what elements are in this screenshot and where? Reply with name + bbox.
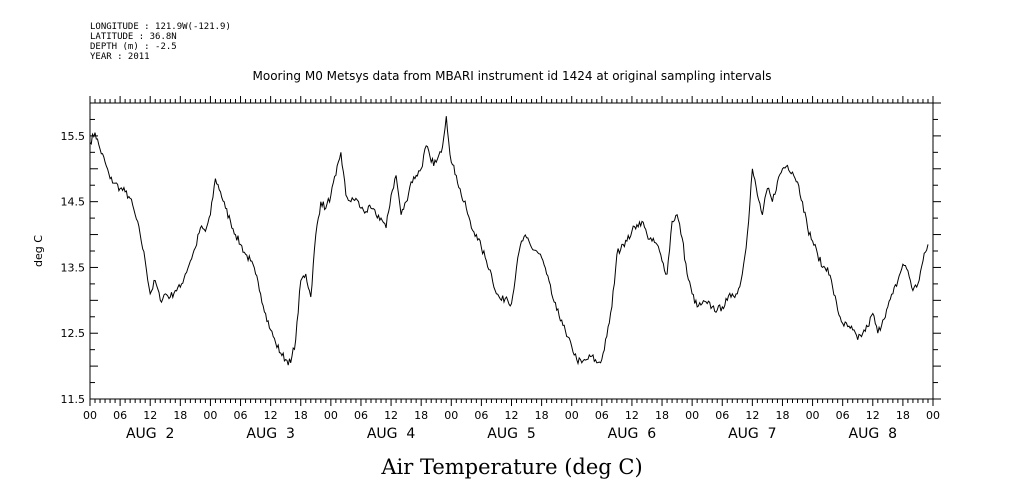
x-tick-label: 18 [775,409,789,422]
x-tick-label: 18 [173,409,187,422]
x-tick-label: 06 [474,409,488,422]
y-tick-label: 12.5 [61,327,86,340]
x-tick-label: 12 [625,409,639,422]
x-tick-labels: 00 06 12 18 00 06 12 18 00 06 12 18 00 06 12 18 00 06 12 18… [83,409,940,422]
day-label: AUG 2 [126,426,174,442]
day-label: AUG 6 [608,426,657,442]
day-label: AUG 3 [246,426,294,442]
plot-frame [89,102,934,400]
x-tick-label: 06 [836,409,850,422]
x-tick-label: 12 [505,409,519,422]
day-label: AUG 4 [367,426,416,442]
x-tick-label: 00 [806,409,820,422]
year-label: YEAR : 2011 [90,52,150,62]
x-tick-label: 00 [565,409,579,422]
x-tick-label: 18 [294,409,308,422]
day-label: AUG 5 [487,426,535,442]
x-tick-label: 18 [414,409,428,422]
x-tick-label: 06 [595,409,609,422]
x-tick-label: 12 [264,409,278,422]
x-tick-label: 00 [444,409,458,422]
latitude-label: LATITUDE : 36.8N [90,32,177,42]
station-metadata: LONGITUDE : 121.9W(-121.9) LATITUDE : 36… [90,22,231,62]
day-labels: AUG 2 AUG 3 AUG 4 AUG 5 AUG 6 AUG 7 AUG 8 [126,426,897,442]
x-tick-label: 00 [685,409,699,422]
x-tick-label: 18 [655,409,669,422]
x-tick-label: 00 [324,409,338,422]
x-tick-label: 00 [926,409,940,422]
x-axis-label: Air Temperature (deg C) [380,455,642,479]
x-tick-label: 06 [113,409,127,422]
x-tick-label: 00 [203,409,217,422]
x-tick-label: 00 [83,409,97,422]
y-tick-label: 14.5 [61,196,86,209]
x-tick-label: 12 [745,409,759,422]
chart-title: Mooring M0 Metsys data from MBARI instru… [253,69,772,83]
y-tick-label: 11.5 [61,393,86,406]
depth-label: DEPTH (m) : -2.5 [90,42,177,52]
x-tick-label: 12 [384,409,398,422]
frame-ticks [89,96,941,406]
x-tick-label: 18 [535,409,549,422]
series-line-air-temperature [89,116,929,366]
y-axis-label: deg C [32,235,45,267]
y-tick-labels: 11.5 12.5 13.5 14.5 15.5 [61,130,86,406]
day-label: AUG 7 [728,426,776,442]
x-tick-label: 12 [866,409,880,422]
x-tick-label: 06 [234,409,248,422]
longitude-label: LONGITUDE : 121.9W(-121.9) [90,22,231,32]
day-label: AUG 8 [849,426,897,442]
x-tick-label: 18 [896,409,910,422]
y-tick-label: 13.5 [61,261,86,274]
y-tick-label: 15.5 [61,130,86,143]
x-tick-label: 06 [715,409,729,422]
x-tick-label: 12 [143,409,157,422]
x-tick-label: 06 [354,409,368,422]
